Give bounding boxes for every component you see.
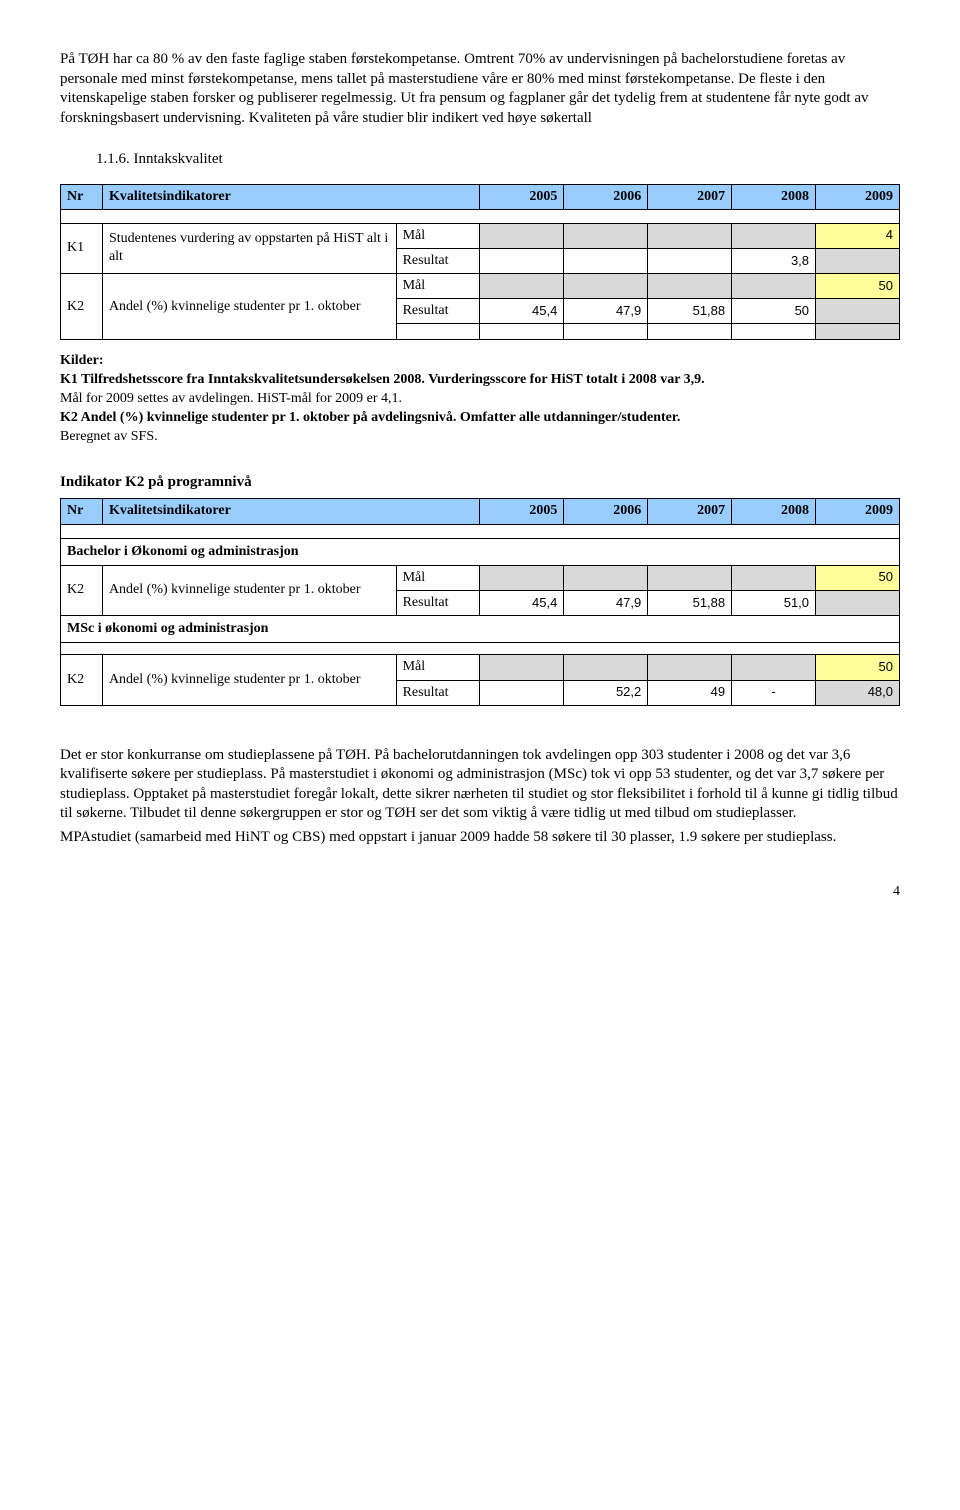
page-number: 4 [60,883,900,901]
p-col-kv: Kvalitetsindikatorer [102,499,480,524]
col-header-2005: 2005 [480,184,564,209]
k2-r2007: 51,88 [648,299,732,324]
p-col-2007: 2007 [648,499,732,524]
k2-r2008: 50 [732,299,816,324]
closing-paragraph-1: Det er stor konkurranse om studieplassen… [60,746,900,824]
k2-desc: Andel (%) kvinnelige studenter pr 1. okt… [102,274,396,340]
p-col-2005: 2005 [480,499,564,524]
p-col-2009: 2009 [816,499,900,524]
kilder-l1: K1 Tilfredshetsscore fra Inntakskvalitet… [60,372,705,387]
closing-paragraph-2: MPAstudiet (samarbeid med HiNT og CBS) m… [60,828,900,848]
msc-r2007b: - [732,680,816,705]
p-col-2006: 2006 [564,499,648,524]
bach-r2008: 51,0 [732,590,816,615]
k1-desc: Studentenes vurdering av oppstarten på H… [102,223,396,273]
section-heading: 1.1.6. Inntakskvalitet [96,150,900,170]
bach-r2005: 45,4 [480,590,564,615]
k1-id: K1 [61,223,103,273]
bach-id: K2 [61,565,103,615]
msc-r2005 [480,680,564,705]
p-col-nr: Nr [61,499,103,524]
bach-r2006: 47,9 [564,590,648,615]
col-header-kvalitet: Kvalitetsindikatorer [102,184,480,209]
bachelor-label: Bachelor i Økonomi og administrasjon [61,538,900,565]
k2-mal-2009: 50 [816,274,900,299]
col-header-nr: Nr [61,184,103,209]
bach-mal-2009: 50 [816,565,900,590]
k1-mal-label: Mål [396,223,480,248]
msc-desc: Andel (%) kvinnelige studenter pr 1. okt… [102,655,396,705]
p-col-2008: 2008 [732,499,816,524]
bach-mal-label: Mål [396,565,480,590]
msc-mal-2009: 50 [816,655,900,680]
msc-r2008: 48,0 [816,680,900,705]
col-header-2009: 2009 [816,184,900,209]
col-header-2006: 2006 [564,184,648,209]
kilder-title: Kilder: [60,353,104,368]
msc-res-label: Resultat [396,680,480,705]
intro-paragraph: På TØH har ca 80 % av den faste faglige … [60,50,900,128]
k1-res-2008: 3,8 [732,248,816,273]
k1-res-label: Resultat [396,248,480,273]
msc-r2006: 52,2 [564,680,648,705]
kilder-l3: K2 Andel (%) kvinnelige studenter pr 1. … [60,410,680,425]
bach-res-label: Resultat [396,590,480,615]
k2-r2006: 47,9 [564,299,648,324]
kilder-l2: Mål for 2009 settes av avdelingen. HiST-… [60,391,402,406]
msc-mal-label: Mål [396,655,480,680]
msc-r2007: 49 [648,680,732,705]
msc-label: MSc i økonomi og administrasjon [61,616,900,643]
msc-id: K2 [61,655,103,705]
table-program: Nr Kvalitetsindikatorer 2005 2006 2007 2… [60,498,900,705]
kilder-l4: Beregnet av SFS. [60,429,158,444]
indikator-heading: Indikator K2 på programnivå [60,473,900,493]
kilder-block: Kilder: K1 Tilfredshetsscore fra Inntaks… [60,352,900,446]
table-inntakskvalitet: Nr Kvalitetsindikatorer 2005 2006 2007 2… [60,184,900,341]
k2-mal-label: Mål [396,274,480,299]
col-header-2007: 2007 [648,184,732,209]
col-header-2008: 2008 [732,184,816,209]
bach-r2007: 51,88 [648,590,732,615]
k2-id: K2 [61,274,103,340]
k2-res-label: Resultat [396,299,480,324]
k2-r2005: 45,4 [480,299,564,324]
k1-mal-2009: 4 [816,223,900,248]
bach-desc: Andel (%) kvinnelige studenter pr 1. okt… [102,565,396,615]
